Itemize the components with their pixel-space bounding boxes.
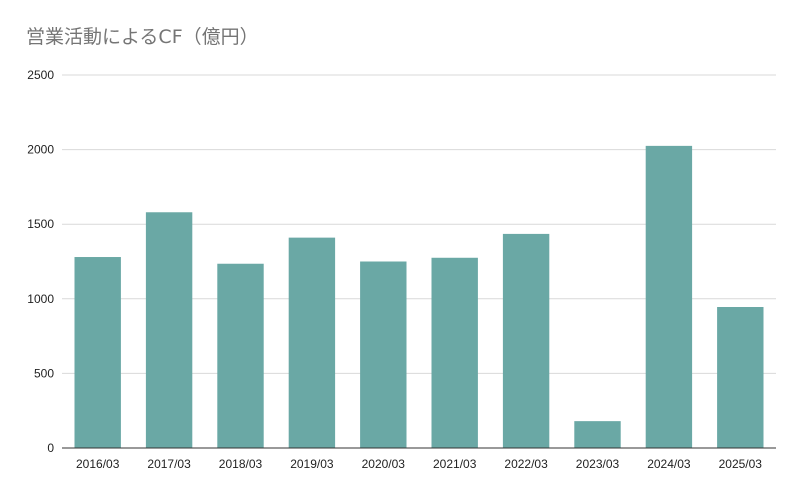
bar (360, 261, 407, 448)
x-tick-label: 2018/03 (219, 457, 263, 471)
y-axis-ticks: 0 500 1000 1500 2000 2500 (27, 68, 54, 455)
y-tick-label: 2500 (27, 68, 54, 82)
x-tick-label: 2021/03 (433, 457, 477, 471)
y-tick-label: 500 (34, 366, 54, 380)
x-tick-label: 2017/03 (147, 457, 191, 471)
bar (217, 263, 264, 448)
x-tick-label: 2024/03 (647, 457, 691, 471)
bar (645, 145, 693, 448)
bar (288, 237, 336, 448)
bars (74, 145, 764, 448)
y-tick-label: 0 (47, 441, 54, 455)
bar (431, 257, 478, 448)
x-tick-label: 2025/03 (719, 457, 763, 471)
y-tick-label: 2000 (27, 143, 54, 157)
bar (717, 307, 764, 448)
bar (574, 421, 621, 448)
bar (74, 257, 121, 448)
x-tick-label: 2022/03 (504, 457, 548, 471)
bar (145, 212, 193, 448)
y-tick-label: 1500 (27, 217, 54, 231)
x-tick-label: 2019/03 (290, 457, 334, 471)
x-axis-ticks: 2016/03 2017/03 2018/03 2019/03 2020/03 2021/… (76, 457, 762, 471)
x-tick-label: 2016/03 (76, 457, 120, 471)
bar (502, 233, 550, 448)
chart-title: 営業活動によるCF（億円） (26, 26, 259, 48)
x-tick-label: 2020/03 (362, 457, 406, 471)
y-tick-label: 1000 (27, 292, 54, 306)
x-tick-label: 2023/03 (576, 457, 620, 471)
